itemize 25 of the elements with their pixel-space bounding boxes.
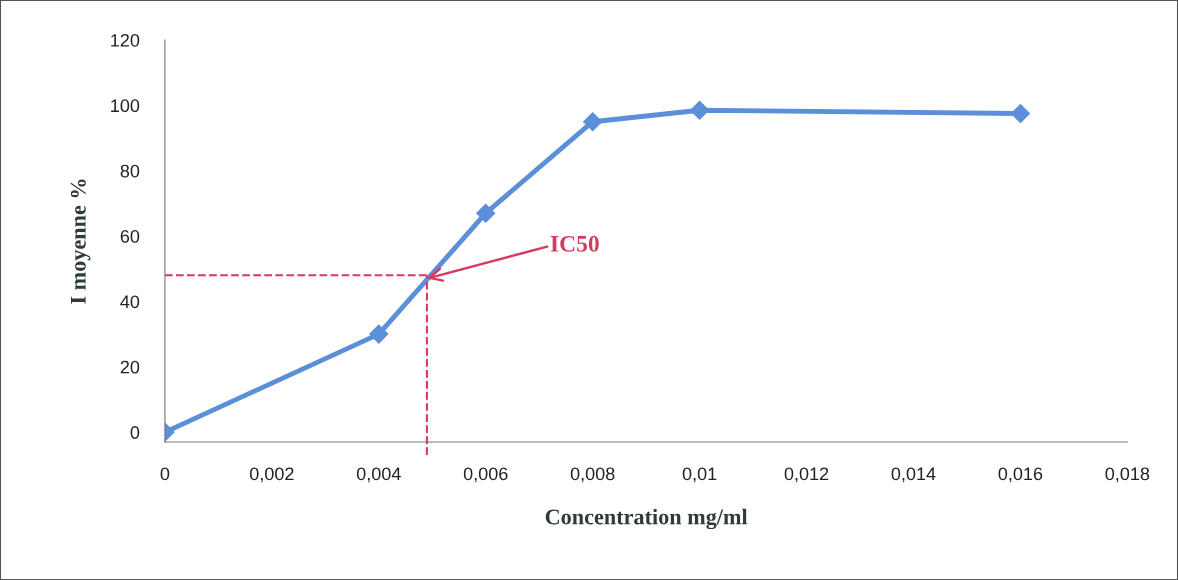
x-axis-title: Concentration mg/ml (545, 508, 748, 530)
point (583, 112, 603, 132)
x-tick-label: 0,004 (356, 467, 401, 483)
point (369, 324, 389, 344)
x-tick-label: 0 (160, 467, 170, 481)
point (476, 203, 496, 223)
y-tick-label: 60 (120, 230, 140, 243)
x-tick-label: 0,01 (682, 467, 717, 483)
y-tick-label: 0 (130, 426, 140, 439)
x-tick-label: 0,008 (570, 467, 615, 483)
x-tick-label: 0,012 (784, 467, 829, 483)
y-tick-label: 80 (120, 164, 140, 178)
y-tick-label: 40 (120, 295, 140, 309)
x-tick-label: 0,006 (463, 467, 508, 483)
y-tick-label: 20 (120, 360, 140, 374)
point (1010, 104, 1030, 124)
x-tick-label: 0,016 (998, 467, 1043, 483)
y-axis-title: I moyenne % (70, 179, 91, 304)
point (690, 100, 710, 120)
x-tick-label: 0,018 (1105, 467, 1150, 483)
y-tick-label: 100 (111, 99, 140, 113)
x-tick-label: 0,002 (249, 467, 294, 483)
annotation: IC50 (550, 235, 599, 252)
x-tick-label: 0,014 (891, 467, 936, 483)
y-tick-label: 120 (111, 33, 140, 47)
